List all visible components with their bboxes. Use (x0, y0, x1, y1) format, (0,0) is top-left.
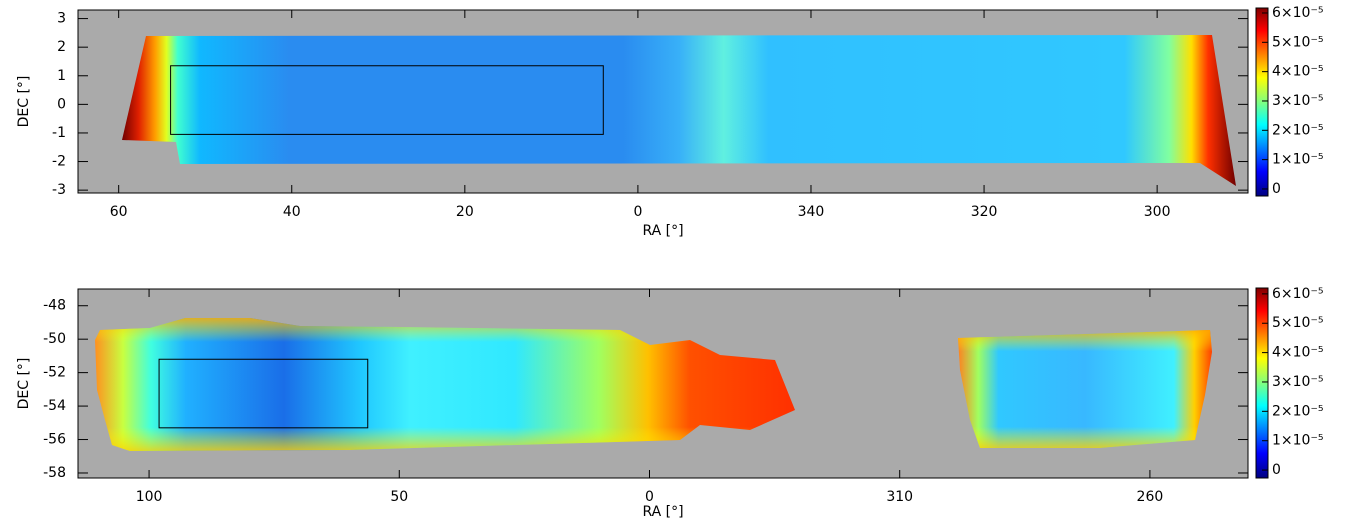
y-tick-label: -52 (43, 365, 66, 381)
y-axis-label: DEC [°] (16, 76, 32, 128)
y-tick-label: -54 (43, 398, 66, 414)
x-tick-label: 20 (456, 204, 474, 220)
field-box (170, 65, 604, 135)
field-box (158, 358, 369, 429)
colorbar-tick-label: 2×10⁻⁵ (1272, 122, 1323, 138)
x-tick-label: 340 (798, 204, 825, 220)
x-tick-label: 60 (110, 204, 128, 220)
x-tick-label: 50 (390, 489, 408, 505)
axes-frame (77, 9, 1249, 194)
colorbar-tick-label: 6×10⁻⁵ (1272, 5, 1323, 21)
colorbar-tick-label: 1×10⁻⁵ (1272, 152, 1323, 168)
y-tick-label: -50 (43, 331, 66, 347)
footprint-edge (95, 318, 795, 451)
colorbar-tick-label: 5×10⁻⁵ (1272, 315, 1323, 331)
x-tick-label: 0 (633, 204, 642, 220)
colorbar-tick-label: 0 (1272, 462, 1281, 478)
colorbar-tick-label: 3×10⁻⁵ (1272, 374, 1323, 390)
y-tick-label: -1 (52, 125, 66, 141)
colorbar-tick-label: 6×10⁻⁵ (1272, 286, 1323, 302)
y-tick-label: 0 (57, 96, 66, 112)
x-tick-label: 300 (1144, 204, 1171, 220)
x-axis-label: RA [°] (642, 504, 683, 520)
survey-footprint (122, 35, 1236, 186)
x-tick-label: 0 (645, 489, 654, 505)
y-axis-label: DEC [°] (16, 358, 32, 410)
panel-top (78, 7, 1269, 197)
colorbar-tick-label: 5×10⁻⁵ (1272, 34, 1323, 50)
panel-bottom (78, 287, 1269, 479)
x-tick-label: 40 (283, 204, 301, 220)
x-tick-label: 260 (1137, 489, 1164, 505)
y-tick-label: -2 (52, 154, 66, 170)
footprint-edge (958, 330, 1212, 448)
y-tick-label: -56 (43, 432, 66, 448)
x-tick-label: 310 (886, 489, 913, 505)
colorbar (1255, 7, 1269, 197)
colorbar-tick-label: 1×10⁻⁵ (1272, 433, 1323, 449)
colorbar-tick-label: 0 (1272, 181, 1281, 197)
y-tick-label: 1 (57, 68, 66, 84)
y-tick-label: -58 (43, 465, 66, 481)
colorbar (1255, 287, 1269, 479)
x-axis-label: RA [°] (642, 223, 683, 239)
y-tick-label: 3 (57, 11, 66, 27)
y-tick-label: -3 (52, 182, 66, 198)
colorbar-tick-label: 4×10⁻⁵ (1272, 64, 1323, 80)
y-tick-label: 2 (57, 39, 66, 55)
x-tick-label: 320 (971, 204, 998, 220)
colorbar-tick-label: 4×10⁻⁵ (1272, 345, 1323, 361)
y-tick-label: -48 (43, 298, 66, 314)
x-tick-label: 100 (136, 489, 163, 505)
colorbar-tick-label: 2×10⁻⁵ (1272, 403, 1323, 419)
axes-frame (77, 288, 1249, 479)
colorbar-tick-label: 3×10⁻⁵ (1272, 93, 1323, 109)
